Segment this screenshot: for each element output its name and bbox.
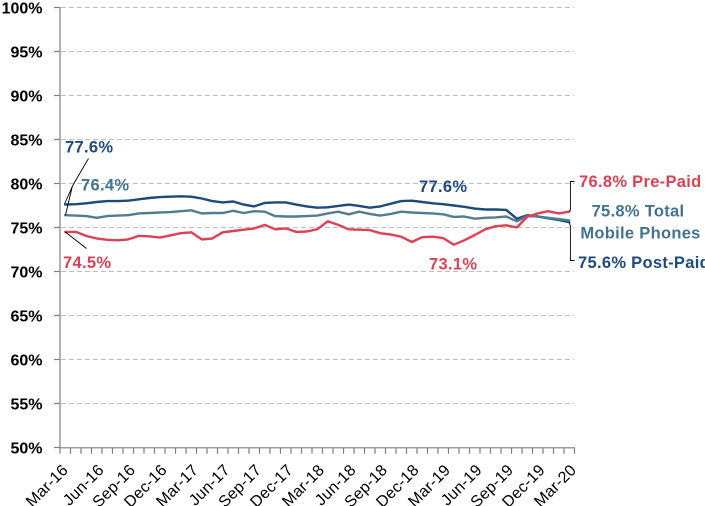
- svg-text:70%: 70%: [10, 264, 42, 281]
- svg-text:74.5%: 74.5%: [63, 254, 111, 272]
- svg-text:100%: 100%: [2, 0, 43, 17]
- svg-text:85%: 85%: [10, 132, 42, 149]
- svg-text:76.4%: 76.4%: [81, 177, 129, 195]
- svg-text:77.6%: 77.6%: [65, 139, 113, 157]
- svg-text:50%: 50%: [10, 440, 42, 457]
- svg-text:60%: 60%: [10, 352, 42, 369]
- svg-text:75.6% Post-Paid: 75.6% Post-Paid: [578, 254, 705, 272]
- svg-text:Mobile Phones: Mobile Phones: [580, 225, 700, 243]
- svg-text:77.6%: 77.6%: [419, 178, 467, 196]
- svg-text:73.1%: 73.1%: [429, 256, 477, 274]
- svg-text:80%: 80%: [10, 176, 42, 193]
- svg-text:55%: 55%: [10, 396, 42, 413]
- svg-text:95%: 95%: [10, 44, 42, 61]
- svg-text:75%: 75%: [10, 220, 42, 237]
- svg-text:76.8% Pre-Paid: 76.8% Pre-Paid: [579, 173, 702, 191]
- svg-text:65%: 65%: [10, 308, 42, 325]
- svg-text:75.8% Total: 75.8% Total: [592, 203, 685, 221]
- svg-text:90%: 90%: [10, 88, 42, 105]
